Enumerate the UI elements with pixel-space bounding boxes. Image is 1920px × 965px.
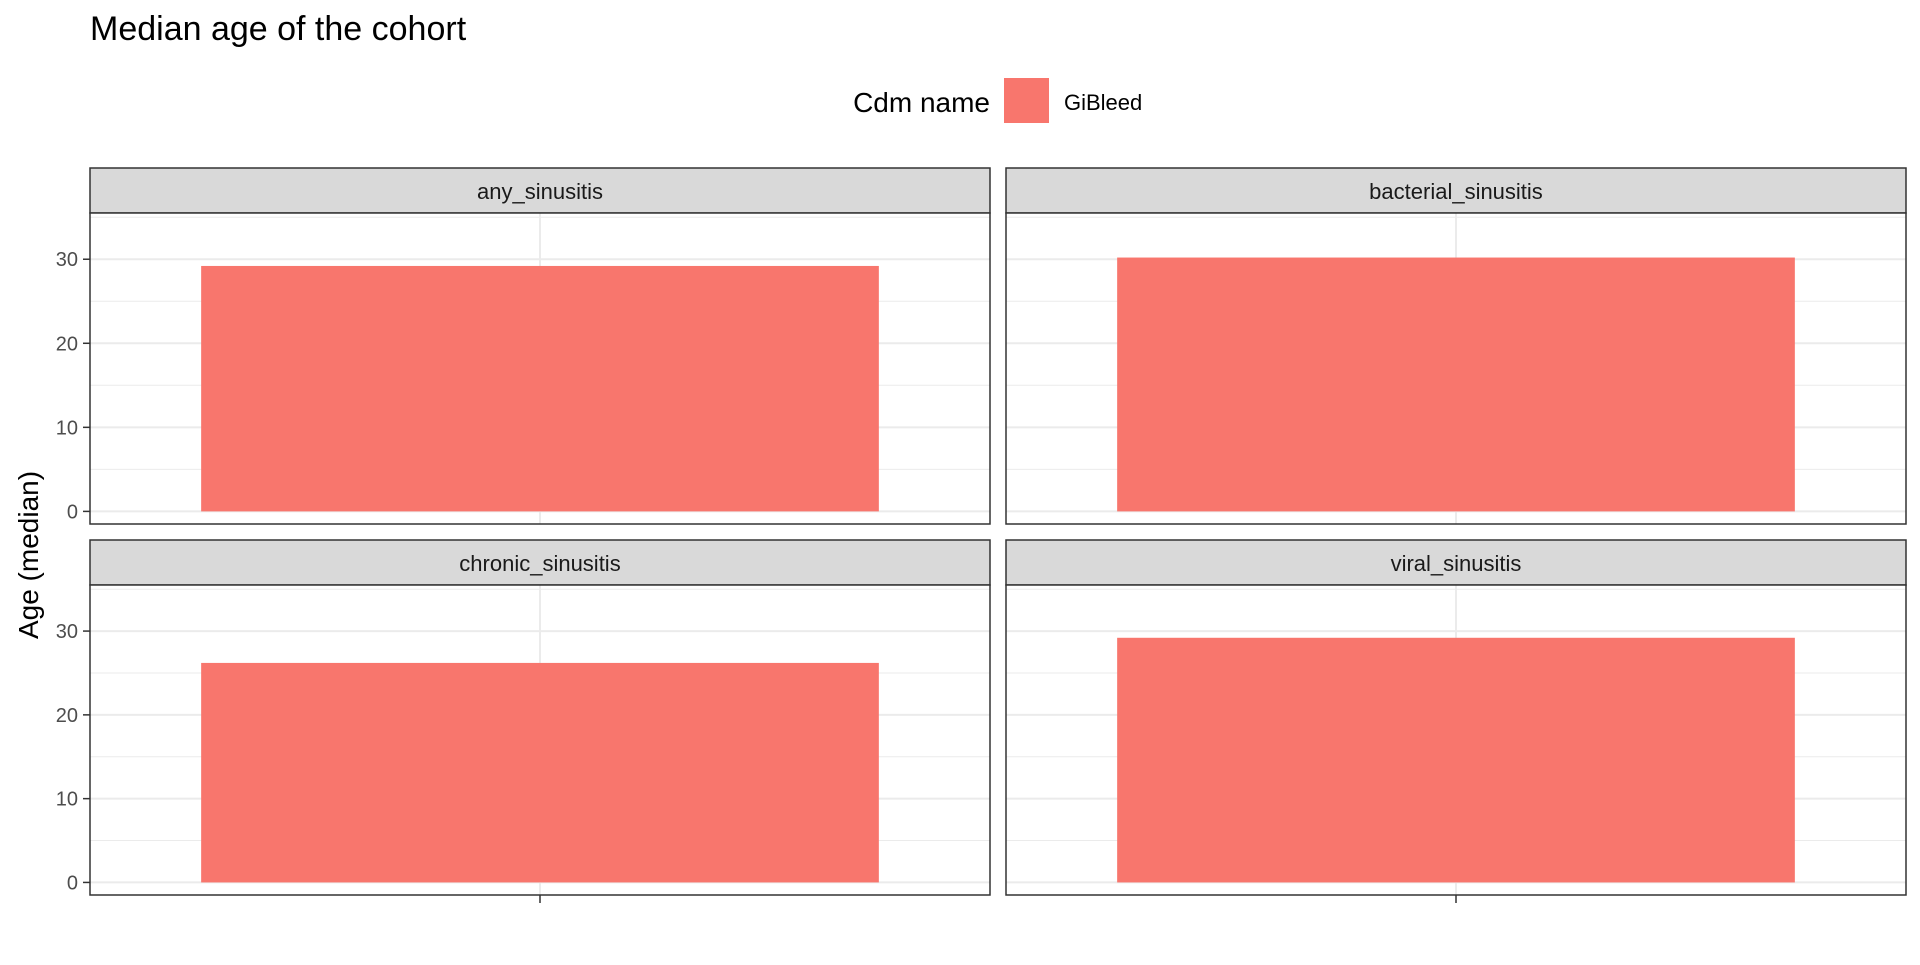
legend-label-gibleed: GiBleed	[1064, 90, 1142, 115]
facet-strip-label: chronic_sinusitis	[459, 551, 620, 576]
facet-strip-chronic-sinusitis	[89, 539, 991, 586]
bar-viral-sinusitis	[1117, 637, 1795, 883]
facet-strip-label: bacterial_sinusitis	[1369, 179, 1543, 204]
panel-border	[89, 212, 991, 525]
chart-title: Median age of the cohort	[90, 10, 467, 48]
bar-any-sinusitis	[201, 265, 879, 512]
y-axis-label: Age (median)	[13, 471, 44, 639]
y-tick-label: 10	[56, 789, 78, 811]
facet-strip-bacterial-sinusitis	[1005, 167, 1907, 214]
y-tick-label: 20	[56, 333, 78, 355]
y-tick-label: 20	[56, 705, 78, 727]
y-tick-label: 10	[56, 417, 78, 439]
legend-title: Cdm name	[853, 87, 990, 118]
legend: Cdm name GiBleed	[853, 78, 1142, 123]
facet-strip-any-sinusitis	[89, 167, 991, 214]
bar-chronic-sinusitis	[201, 662, 879, 883]
bar-bacterial-sinusitis	[1117, 257, 1795, 512]
legend-swatch-gibleed	[1004, 78, 1049, 123]
y-tick-label: 0	[67, 501, 78, 523]
y-tick-label: 0	[67, 872, 78, 894]
facet-strip-viral-sinusitis	[1005, 539, 1907, 586]
facet-panels: any_sinusitis 0 10 20 30 bacterial_sinusitisc…	[56, 167, 1907, 903]
panel-border	[1005, 212, 1907, 525]
y-tick-label: 30	[56, 249, 78, 271]
facet-strip-label: viral_sinusitis	[1391, 551, 1522, 576]
facet-strip-label: any_sinusitis	[477, 179, 603, 204]
y-tick-label: 30	[56, 621, 78, 643]
